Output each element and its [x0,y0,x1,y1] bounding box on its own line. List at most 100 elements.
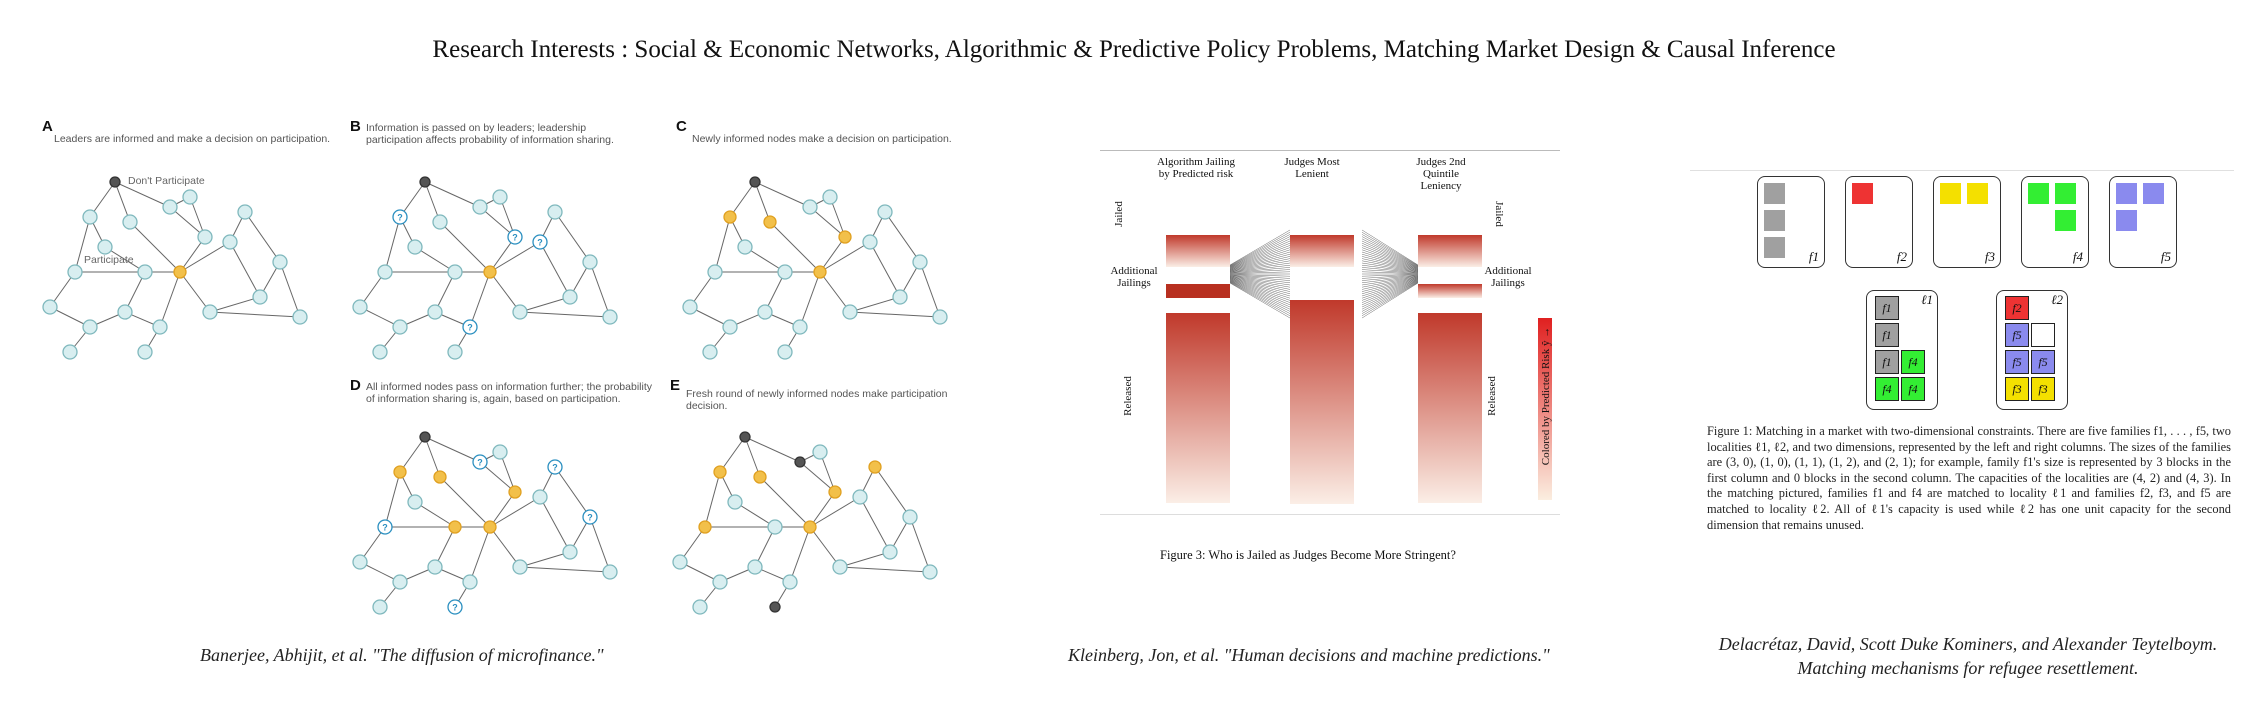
network-node [813,265,827,279]
network-node [782,574,798,590]
flow-line [1229,254,1291,271]
family-f3: f3 [1933,176,2001,268]
network-node [462,574,478,590]
network-edge [479,461,516,493]
network-node [492,189,508,205]
right-label-released: Released [1486,376,1498,416]
network-node [82,319,98,335]
network-node [707,264,723,280]
network-node [803,520,817,534]
page-title: Research Interests : Social & Economic N… [432,36,1836,63]
slot-f5: f5 [2005,350,2029,374]
flow-line [1229,260,1291,272]
network-edge [589,516,611,573]
flow-line [1361,245,1419,269]
network-node [483,520,497,534]
flow-line [1229,262,1291,272]
network-panel: ????? [352,431,618,615]
network-node [122,214,138,230]
network-node [372,344,388,360]
network-node [767,519,783,535]
network-edge [729,181,756,218]
family-f5-block [2116,183,2137,204]
flow-line [1361,260,1419,272]
network-node [137,344,153,360]
flow-line [1229,269,1291,274]
network-node [182,189,198,205]
family-f1-label: f1 [1808,249,1819,264]
network-edge [859,496,891,553]
network-edge [819,241,871,273]
network-panel: ???? [352,176,618,360]
flow-line [1229,275,1291,281]
flow-line [1361,274,1419,277]
flow-line [1361,234,1419,267]
network-edge [209,311,301,318]
network-node [152,319,168,335]
flow-line [1229,278,1291,297]
network-node [352,299,368,315]
network-node [737,239,753,255]
network-edge [424,436,441,478]
matching-caption-line2: Matching mechanisms for refugee resettle… [1797,658,2139,678]
network-node [892,289,908,305]
bar-quintile-additional [1418,284,1482,298]
left-label-jailed: Jailed [1113,201,1125,227]
slot-empty [2031,323,2055,347]
panel-label-e: E [670,377,681,394]
flow-line [1229,258,1291,272]
network-edge [414,501,456,528]
flow-line [1361,271,1419,274]
locality-l2: ℓ2 f2 f5 f5 f5 f3 f3 [1996,290,2068,410]
network-edge [744,436,801,463]
colorbar-label: Colored by Predicted Risk ŷ → [1540,326,1552,466]
panel-label-a: A [42,118,53,135]
network-edge [159,271,181,328]
network-edge [809,496,861,528]
network-node [173,265,187,279]
network-edge [849,311,941,318]
network-node [377,519,393,535]
matching-figure: f1 f2 f3 f4 f5 ℓ1 f1 f1 f1 f4 f4 f4 ℓ2 f… [1690,170,2250,420]
network-node [842,304,858,320]
flow-line [1361,279,1419,301]
right-label-additional: Additional Jailings [1484,265,1532,289]
network-edge [384,471,401,528]
left-label-additional: Additional Jailings [1110,265,1158,289]
flow-line [1361,256,1419,271]
flow-line [1361,280,1419,305]
network-node [67,264,83,280]
family-f1: f1 [1757,176,1825,268]
network-edge [884,211,921,263]
flow-line [1361,274,1419,279]
family-f5: f5 [2109,176,2177,268]
network-node [882,544,898,560]
slot-f1: f1 [1875,350,1899,374]
locality-l2-label: ℓ2 [2051,292,2063,307]
flow-line [1361,251,1419,270]
family-f4-block [2055,183,2076,204]
network-node [794,456,806,468]
family-f2-label: f2 [1896,249,1907,264]
network-node [419,431,431,443]
bar-quintile-released [1418,313,1482,503]
network-edge [554,466,591,518]
flow-line [1229,243,1291,268]
flow-line [1361,229,1419,266]
network-node [392,319,408,335]
network-node [682,299,698,315]
network-node [832,559,848,575]
network-edge [229,241,261,298]
network-node [272,254,288,270]
slot-f5: f5 [2031,350,2055,374]
flow-line [1229,276,1291,290]
family-f1-block [1764,183,1785,204]
slot-f4: f4 [1901,350,1925,374]
network-node [902,509,918,525]
network-edge [719,436,746,473]
network-edge [129,221,181,273]
network-node [532,234,548,250]
network-node [922,564,938,580]
network-node [447,344,463,360]
panel-text-d: All informed nodes pass on information f… [366,381,652,405]
